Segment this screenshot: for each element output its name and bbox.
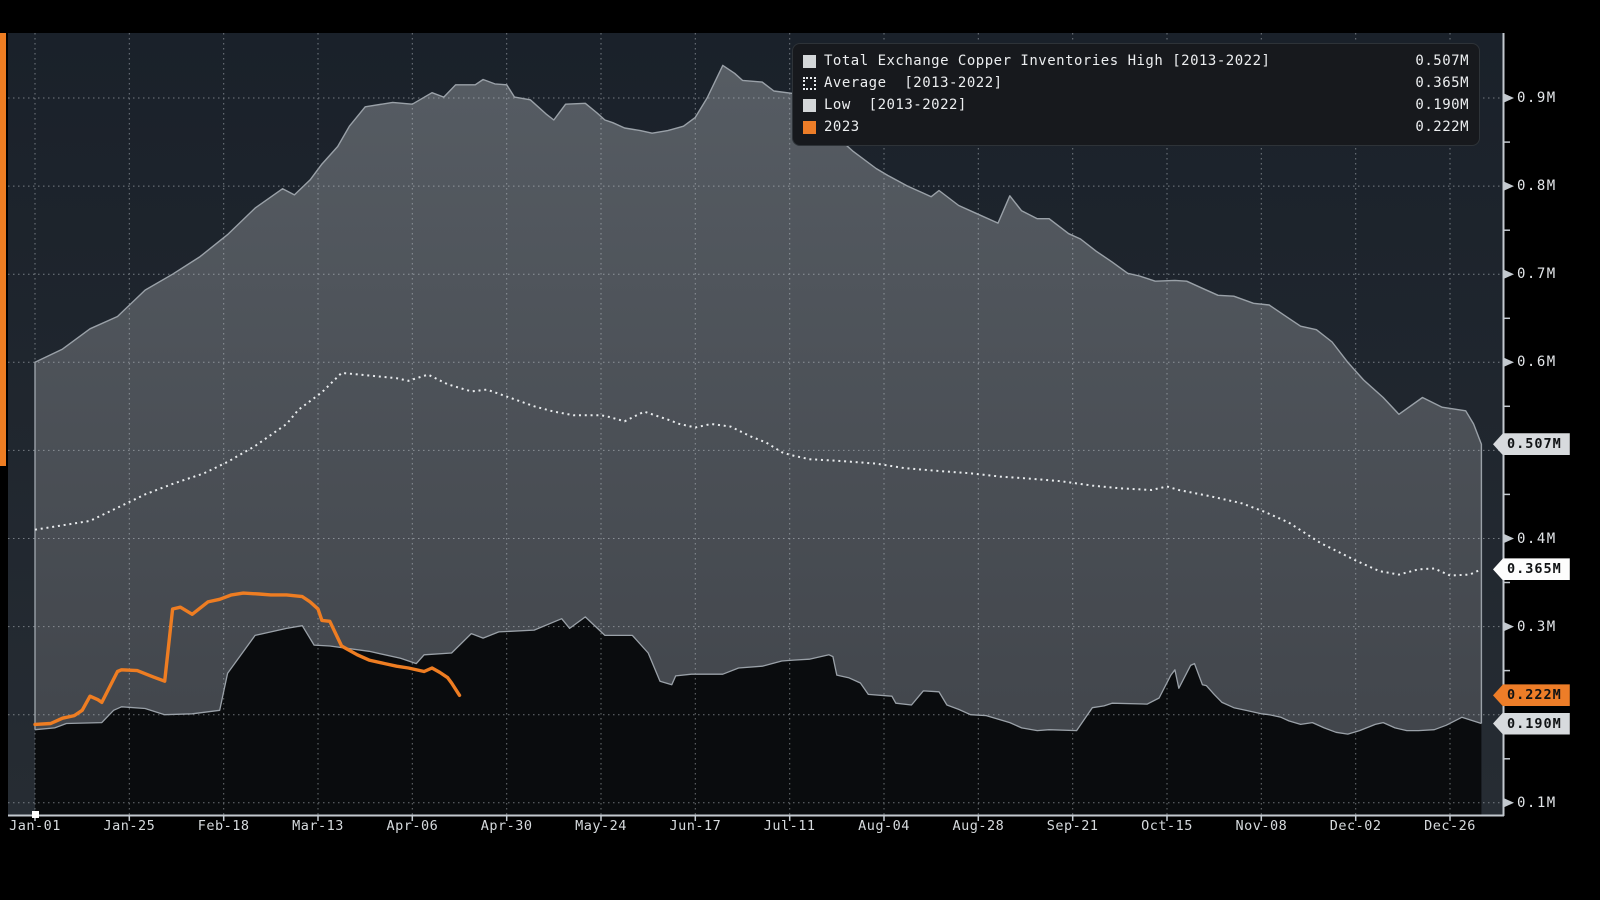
y-axis-label: 0.6M: [1517, 354, 1557, 371]
chart-legend: Total Exchange Copper Inventories High […: [792, 43, 1480, 146]
legend-label: Low [2013-2022]: [824, 97, 967, 113]
x-axis-label: Mar-13: [292, 818, 344, 834]
y-axis-label: 0.8M: [1517, 178, 1557, 195]
legend-value: 0.365M: [1415, 75, 1469, 91]
legend-swatch-icon: [803, 98, 816, 112]
x-axis-label: May-24: [575, 818, 627, 834]
legend-swatch-dotted-icon: [803, 76, 816, 90]
legend-value: 0.222M: [1415, 119, 1469, 135]
y-axis-arrow-tick: [1504, 181, 1514, 191]
x-axis-label: Nov-08: [1235, 818, 1288, 834]
x-axis-label: Jun-17: [669, 818, 722, 834]
legend-label: 2023: [824, 119, 860, 135]
legend-swatch-icon: [803, 120, 816, 134]
y-axis-arrow-tick: [1504, 269, 1514, 279]
legend-row: Low [2013-2022] 0.190M: [803, 94, 1469, 116]
last-value-tag: 0.190M: [1493, 712, 1570, 735]
legend-row: Average [2013-2022] 0.365M: [803, 72, 1469, 94]
x-axis-label: Sep-21: [1046, 818, 1099, 834]
line-2023: [33, 591, 462, 727]
x-axis-label: Jul-11: [763, 818, 816, 834]
y-axis-arrow-tick: [1504, 798, 1514, 808]
y-axis-label: 0.7M: [1517, 266, 1557, 283]
legend-value: 0.507M: [1415, 53, 1469, 69]
last-value-tag: 0.222M: [1493, 684, 1570, 707]
legend-label: Total Exchange Copper Inventories High […: [824, 53, 1271, 69]
legend-swatch-icon: [803, 54, 816, 68]
y-axis-label: 0.3M: [1517, 618, 1557, 635]
left-panel-accent-strip: [0, 33, 6, 466]
y-axis-label: 0.9M: [1517, 90, 1557, 106]
y-axis-arrow-tick: [1504, 622, 1514, 632]
x-axis-label: Aug-04: [858, 818, 910, 834]
last-value-tag: 0.507M: [1493, 433, 1570, 456]
low-line: [34, 616, 1482, 735]
average-line: [34, 371, 1482, 577]
x-axis-label: Apr-30: [480, 818, 533, 834]
y-axis-label: 0.1M: [1517, 794, 1557, 811]
x-axis-label: Jan-25: [103, 818, 156, 834]
y-axis-label: 0.4M: [1517, 530, 1557, 547]
y-axis-arrow-tick: [1504, 534, 1514, 543]
high-line: [34, 64, 1483, 730]
legend-value: 0.190M: [1415, 97, 1469, 113]
legend-row: 2023 0.222M: [803, 116, 1469, 138]
legend-label: Average [2013-2022]: [824, 75, 1003, 91]
x-axis-label: Dec-02: [1329, 818, 1382, 834]
x-axis-label: Jan-01: [9, 818, 61, 834]
x-axis-label: Dec-26: [1424, 818, 1476, 834]
x-axis-label: Aug-28: [952, 818, 1005, 834]
last-value-tag: 0.365M: [1493, 558, 1570, 581]
high-low-band-area: [35, 65, 1482, 735]
y-axis-arrow-tick: [1504, 93, 1514, 103]
jan01-axis-marker: [32, 811, 39, 818]
y-axis-arrow-tick: [1504, 357, 1514, 367]
x-axis-label: Feb-18: [197, 818, 250, 834]
legend-row: Total Exchange Copper Inventories High […: [803, 50, 1469, 72]
x-axis-label: Oct-15: [1141, 818, 1193, 834]
x-axis-label: Apr-06: [386, 818, 439, 834]
